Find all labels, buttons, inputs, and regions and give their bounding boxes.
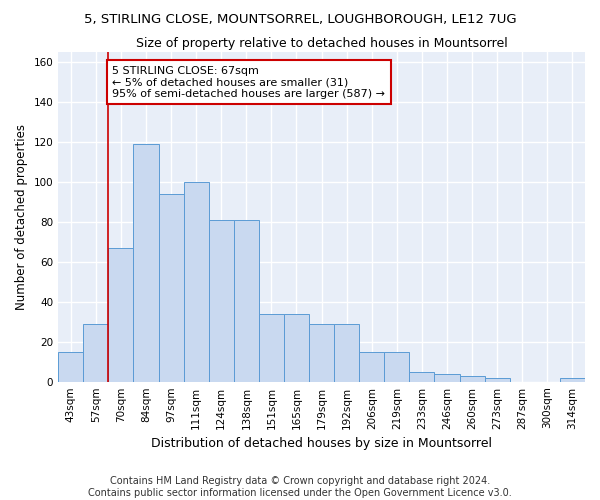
Y-axis label: Number of detached properties: Number of detached properties [15, 124, 28, 310]
Bar [259, 314, 284, 382]
Bar [209, 220, 234, 382]
Bar [309, 324, 334, 382]
Bar [83, 324, 109, 382]
Bar [133, 144, 158, 382]
Bar [58, 352, 83, 382]
Bar [158, 194, 184, 382]
Bar [284, 314, 309, 382]
X-axis label: Distribution of detached houses by size in Mountsorrel: Distribution of detached houses by size … [151, 437, 492, 450]
Bar [434, 374, 460, 382]
Bar [359, 352, 385, 382]
Bar [334, 324, 359, 382]
Text: 5 STIRLING CLOSE: 67sqm
← 5% of detached houses are smaller (31)
95% of semi-det: 5 STIRLING CLOSE: 67sqm ← 5% of detached… [112, 66, 385, 99]
Bar [460, 376, 485, 382]
Bar [485, 378, 510, 382]
Text: 5, STIRLING CLOSE, MOUNTSORREL, LOUGHBOROUGH, LE12 7UG: 5, STIRLING CLOSE, MOUNTSORREL, LOUGHBOR… [83, 12, 517, 26]
Bar [184, 182, 209, 382]
Bar [385, 352, 409, 382]
Bar [234, 220, 259, 382]
Title: Size of property relative to detached houses in Mountsorrel: Size of property relative to detached ho… [136, 38, 508, 51]
Bar [409, 372, 434, 382]
Bar [560, 378, 585, 382]
Bar [109, 248, 133, 382]
Text: Contains HM Land Registry data © Crown copyright and database right 2024.
Contai: Contains HM Land Registry data © Crown c… [88, 476, 512, 498]
